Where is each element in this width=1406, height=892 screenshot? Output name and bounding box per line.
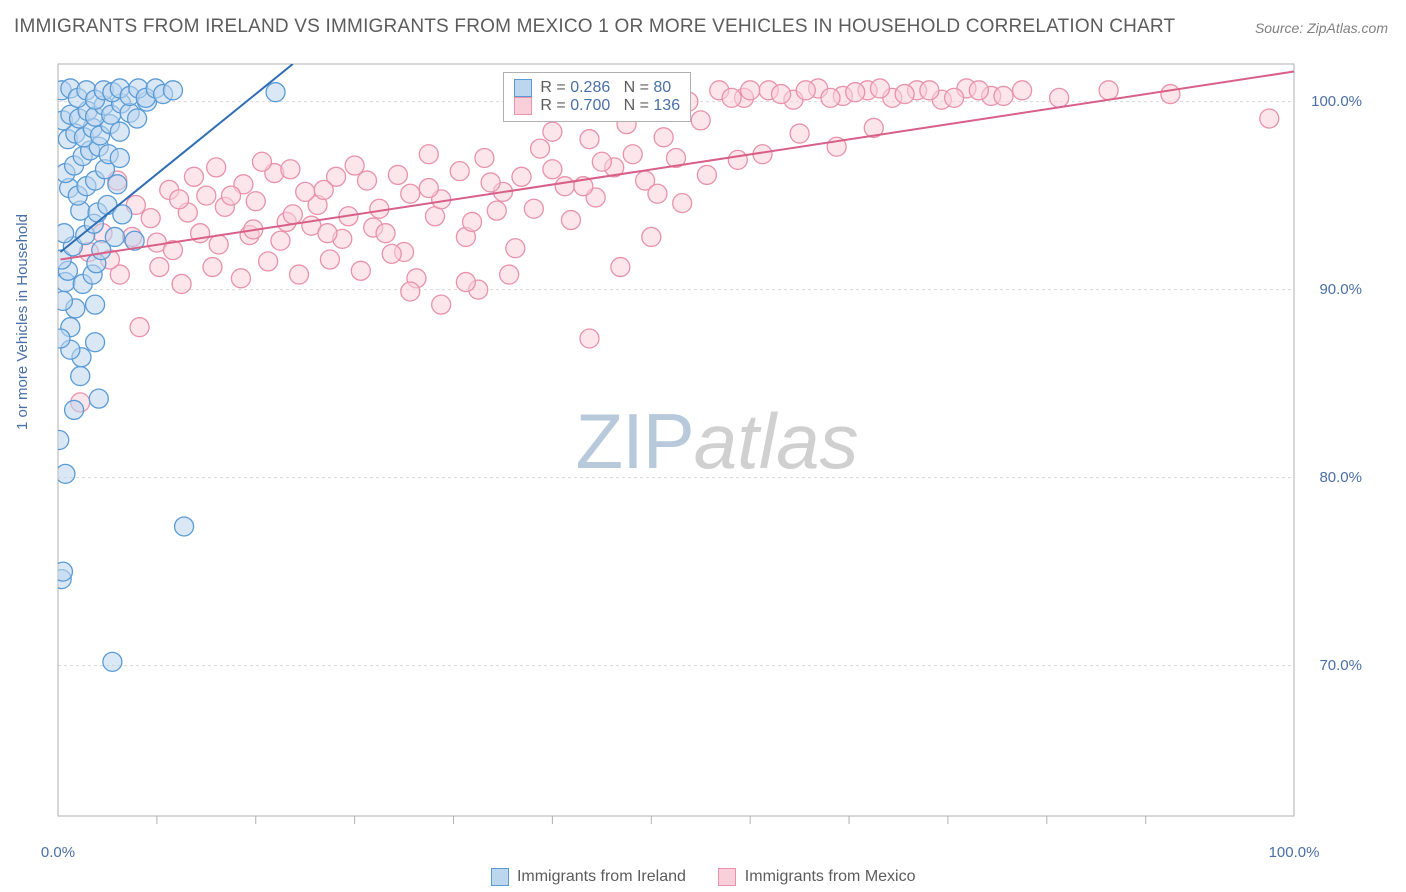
y-tick: 90.0%	[1302, 281, 1362, 298]
y-tick: 80.0%	[1302, 469, 1362, 486]
r-value-a: 0.286	[570, 79, 610, 96]
n-label-a: N =	[615, 79, 654, 96]
n-label-b: N =	[615, 97, 654, 114]
r-label-b: R =	[540, 97, 570, 114]
legend-item-mexico: Immigrants from Mexico	[718, 868, 915, 885]
legend-item-ireland: Immigrants from Ireland	[491, 868, 691, 885]
swatch-mexico	[514, 97, 532, 115]
legend-row-a: R = 0.286 N = 80	[514, 79, 680, 97]
chart-title: IMMIGRANTS FROM IRELAND VS IMMIGRANTS FR…	[14, 16, 1175, 38]
swatch-mexico-icon	[718, 868, 736, 886]
swatch-ireland	[514, 79, 532, 97]
y-axis-label: 1 or more Vehicles in Household	[14, 214, 31, 430]
x-tick: 100.0%	[1254, 844, 1334, 861]
x-tick: 0.0%	[18, 844, 98, 861]
bottom-legend: Immigrants from Ireland Immigrants from …	[0, 868, 1406, 886]
y-tick: 100.0%	[1302, 93, 1362, 110]
legend-label-mexico: Immigrants from Mexico	[745, 868, 916, 885]
r-label-a: R =	[540, 79, 570, 96]
correlation-legend: R = 0.286 N = 80 R = 0.700 N = 136	[503, 72, 691, 122]
legend-label-ireland: Immigrants from Ireland	[517, 868, 686, 885]
r-value-b: 0.700	[570, 97, 610, 114]
n-value-a: 80	[653, 79, 671, 96]
n-value-b: 136	[653, 97, 680, 114]
plot-svg	[50, 56, 1340, 826]
y-tick: 70.0%	[1302, 657, 1362, 674]
swatch-ireland-icon	[491, 868, 509, 886]
legend-row-b: R = 0.700 N = 136	[514, 97, 680, 115]
source-credit: Source: ZipAtlas.com	[1255, 20, 1388, 36]
chart-container: ZIPatlas R = 0.286 N = 80 R = 0.700 N = …	[50, 56, 1384, 836]
